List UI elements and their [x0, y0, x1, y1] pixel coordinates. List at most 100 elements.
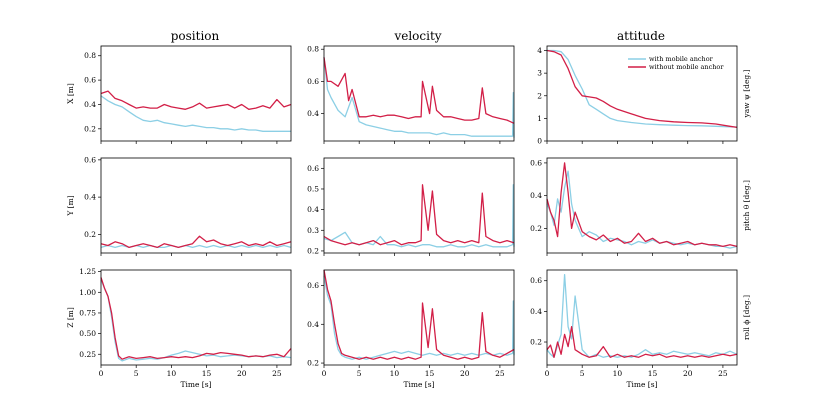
series-without-anchor-vel-z — [323, 269, 515, 360]
series-without-anchor-vel-y — [323, 184, 515, 246]
panel-att-roll: 0.2 0.4 0.6 0 5 10 15 20 25 Time [s] roll ϕ [deg.] — [530, 269, 751, 389]
axes-frame-pos-z — [100, 269, 292, 366]
xtick-label-vel-z: 25 — [495, 369, 505, 378]
ytick-label-vel-y: 0.3 — [307, 226, 319, 235]
ytick-label-vel-z: 0.6 — [307, 281, 319, 290]
series-without-anchor-att-yaw — [546, 49, 738, 129]
xtick-label-vel-z: 10 — [390, 369, 400, 378]
ytick-label-att-roll: 0.6 — [530, 276, 542, 285]
xtick-label-pos-z: 15 — [202, 369, 212, 378]
xtick-label-vel-z: 5 — [357, 369, 362, 378]
panel-vel-z: 0.2 0.4 0.6 0 5 10 15 20 25 Time [s] — [307, 269, 515, 389]
series-with-anchor-pos-z — [100, 279, 292, 362]
xtick-label-pos-z: 0 — [99, 369, 104, 378]
ytick-label-vel-z: 0.2 — [307, 359, 319, 368]
ytick-label-att-pitch: 0.6 — [530, 158, 542, 167]
xtick-label-vel-z: 0 — [322, 369, 327, 378]
panel-pos-x: 0.2 0.4 0.6 0.8 X [m] — [66, 45, 292, 144]
ytick-label-att-yaw: 2 — [537, 91, 542, 100]
xaxis-label-pos-z: Time [s] — [180, 380, 211, 389]
ytick-label-vel-y: 0.6 — [307, 164, 319, 173]
ytick-label-vel-y: 0.5 — [307, 184, 319, 193]
ytick-label-pos-x: 0.4 — [84, 100, 96, 109]
yaxis-label-pos-x: X [m] — [66, 83, 75, 104]
xtick-label-att-roll: 15 — [648, 369, 658, 378]
series-without-anchor-att-roll — [546, 326, 738, 358]
column-titles: position velocity attitude — [171, 29, 665, 43]
legend: with mobile anchor without mobile anchor — [628, 55, 724, 71]
xtick-label-att-roll: 20 — [683, 369, 693, 378]
panel-pos-z: 0.25 0.50 0.75 1.00 1.25 0 5 10 15 20 25 Time [s] Z … — [66, 267, 292, 389]
ytick-label-pos-x: 0.6 — [84, 76, 96, 85]
ytick-label-pos-x: 0.2 — [84, 124, 96, 133]
xtick-label-pos-z: 25 — [272, 369, 282, 378]
series-without-anchor-pos-y — [100, 235, 292, 249]
ytick-label-att-roll: 0.2 — [530, 338, 542, 347]
xaxis-label-att-roll: Time [s] — [626, 380, 657, 389]
series-without-anchor-pos-x — [100, 90, 292, 110]
xtick-label-pos-z: 20 — [237, 369, 247, 378]
xaxis-label-vel-z: Time [s] — [403, 380, 434, 389]
ytick-label-att-yaw: 1 — [537, 114, 542, 123]
panels: 0.2 0.4 0.6 0.8 X [m] 0.4 0.6 0.8 0 1 2 3 4 yaw ψ [de… — [66, 45, 751, 389]
axes-frame-pos-x — [100, 45, 292, 142]
panel-att-pitch: 0.2 0.4 0.6 pitch θ [deg.] — [530, 157, 751, 256]
panel-vel-y: 0.2 0.3 0.4 0.5 0.6 — [307, 157, 515, 256]
col-title-velocity: velocity — [393, 29, 441, 43]
series-with-anchor-pos-x — [100, 95, 291, 132]
series-without-anchor-vel-x — [323, 57, 515, 124]
ytick-label-pos-z: 1.00 — [79, 288, 96, 297]
series-with-anchor-att-roll — [546, 273, 738, 358]
legend-label-without: without mobile anchor — [649, 63, 724, 71]
axes-frame-att-roll — [546, 269, 738, 366]
ytick-label-att-yaw: 0 — [537, 137, 542, 146]
series-with-anchor-vel-y — [323, 184, 515, 248]
yaxis-label-pos-z: Z [m] — [66, 307, 75, 328]
ytick-label-vel-y: 0.4 — [307, 205, 319, 214]
xtick-label-pos-z: 10 — [167, 369, 177, 378]
yaxis-label-att-yaw: yaw ψ [deg.] — [742, 69, 751, 118]
ytick-label-pos-y: 0.6 — [84, 155, 96, 164]
legend-label-with: with mobile anchor — [649, 55, 714, 63]
col-title-position: position — [171, 29, 220, 43]
panel-att-yaw: 0 1 2 3 4 yaw ψ [deg.] — [537, 45, 751, 146]
axes-frame-att-yaw — [546, 45, 738, 142]
yaxis-label-att-roll: roll ϕ [deg.] — [742, 295, 751, 340]
xtick-label-att-roll: 0 — [545, 369, 550, 378]
ytick-label-vel-x: 0.8 — [307, 45, 319, 54]
panel-vel-x: 0.4 0.6 0.8 — [307, 45, 515, 144]
panel-pos-y: 0.2 0.4 0.6 Y [m] — [66, 155, 292, 256]
axes-frame-att-pitch — [546, 157, 738, 254]
col-title-attitude: attitude — [617, 29, 665, 43]
ytick-label-pos-y: 0.2 — [84, 230, 96, 239]
axes-frame-vel-y — [323, 157, 515, 254]
axes-frame-vel-z — [323, 269, 515, 366]
yaxis-label-att-pitch: pitch θ [deg.] — [742, 180, 751, 231]
ytick-label-pos-x: 0.8 — [84, 51, 96, 60]
xtick-label-att-roll: 10 — [613, 369, 623, 378]
ytick-label-vel-x: 0.4 — [307, 109, 319, 118]
series-with-anchor-att-yaw — [547, 49, 738, 128]
ytick-label-att-roll: 0.4 — [530, 307, 542, 316]
ytick-label-vel-z: 0.4 — [307, 320, 319, 329]
xtick-label-vel-z: 15 — [425, 369, 435, 378]
xtick-label-att-roll: 5 — [580, 369, 585, 378]
ytick-label-pos-z: 1.25 — [79, 267, 96, 276]
series-without-anchor-att-pitch — [546, 162, 738, 248]
xtick-label-pos-z: 5 — [134, 369, 139, 378]
xtick-label-vel-z: 20 — [460, 369, 470, 378]
axes-frame-vel-x — [323, 45, 515, 142]
ytick-label-pos-z: 0.50 — [79, 329, 96, 338]
ytick-label-att-pitch: 0.4 — [530, 191, 542, 200]
series-without-anchor-pos-z — [100, 277, 292, 360]
ytick-label-att-yaw: 3 — [537, 69, 542, 78]
yaxis-label-pos-y: Y [m] — [66, 195, 75, 216]
ytick-label-att-yaw: 4 — [537, 46, 542, 55]
ytick-label-vel-x: 0.6 — [307, 77, 319, 86]
xtick-label-att-roll: 25 — [718, 369, 728, 378]
ytick-label-att-pitch: 0.2 — [530, 224, 542, 233]
axes-frame-pos-y — [100, 157, 292, 254]
ytick-label-pos-z: 0.25 — [79, 350, 96, 359]
ytick-label-vel-y: 0.2 — [307, 246, 319, 255]
